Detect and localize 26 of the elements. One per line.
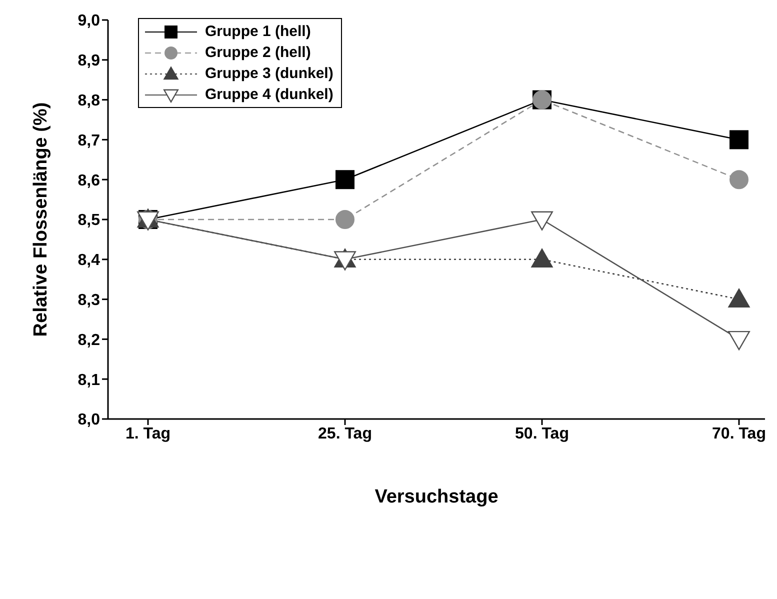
y-tick-label: 8,5 [78, 212, 100, 230]
y-tick-label: 8,6 [78, 172, 100, 190]
y-tick-label: 8,1 [78, 372, 100, 389]
x-tick-label: 50. Tag [515, 425, 569, 442]
y-tick-label: 9,0 [78, 12, 100, 30]
x-tick-label: 25. Tag [318, 425, 372, 442]
legend-label: Gruppe 1 (hell) [205, 23, 311, 40]
y-tick-label: 8,4 [78, 252, 100, 270]
legend-label: Gruppe 2 (hell) [205, 44, 311, 61]
y-tick-label: 8,8 [78, 92, 100, 110]
point [336, 210, 354, 229]
x-tick-label: 1. Tag [125, 425, 171, 442]
legend-label: Gruppe 3 (dunkel) [205, 65, 334, 82]
point [531, 248, 553, 268]
y-tick-label: 8,3 [78, 292, 100, 309]
point [730, 170, 748, 190]
y-tick-label: 8,0 [78, 412, 100, 429]
point [336, 170, 354, 190]
y-tick-label: 8,2 [78, 332, 100, 349]
x-axis-title: Versuchstage [374, 486, 498, 508]
y-axis-title: Relative Flossenlänge (%) [30, 102, 52, 337]
y-tick-label: 8,7 [78, 132, 100, 150]
point [730, 130, 748, 150]
x-tick-label: 70. Tag [712, 425, 766, 442]
y-tick-label: 8,9 [78, 52, 100, 70]
legend-label: Gruppe 4 (dunkel) [205, 86, 334, 103]
